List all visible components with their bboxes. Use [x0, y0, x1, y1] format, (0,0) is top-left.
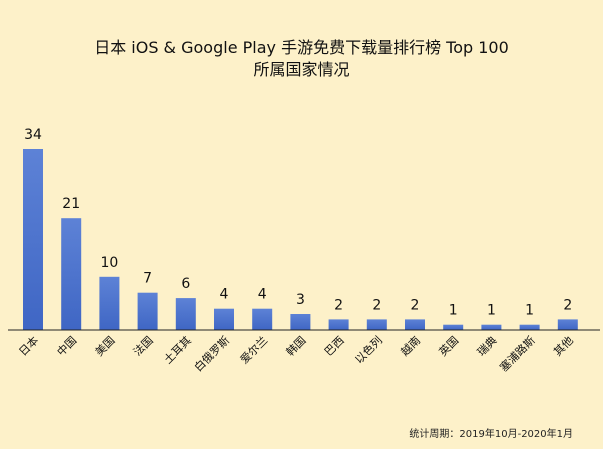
value-label-10: 2: [411, 297, 420, 313]
value-label-12: 1: [487, 303, 496, 319]
bars-group: [23, 149, 578, 330]
bar-6: [252, 308, 273, 330]
bar-3: [137, 292, 158, 330]
tick-label-10: 越南: [398, 333, 423, 358]
bar-9: [366, 319, 387, 330]
value-label-11: 1: [449, 303, 458, 319]
tick-label-0: 日本: [16, 333, 41, 358]
bar-4: [175, 298, 196, 330]
bar-5: [214, 308, 234, 330]
bar-12: [481, 324, 502, 330]
value-label-5: 4: [220, 287, 229, 303]
bar-7: [290, 314, 311, 330]
value-label-14: 2: [563, 297, 572, 313]
tick-label-9: 以色列: [352, 333, 385, 366]
bar-14: [557, 319, 578, 330]
value-label-1: 21: [62, 196, 80, 212]
bar-1: [61, 218, 82, 330]
bar-10: [405, 319, 425, 330]
tick-label-11: 英国: [436, 333, 461, 358]
bar-11: [443, 324, 464, 330]
value-label-0: 34: [24, 127, 42, 143]
value-label-9: 2: [372, 297, 381, 313]
value-label-6: 4: [258, 287, 267, 303]
value-label-2: 10: [100, 255, 118, 271]
value-label-7: 3: [296, 292, 305, 308]
tick-label-7: 韩国: [283, 333, 308, 358]
footnote: 统计周期：2019年10月-2020年1月: [409, 429, 573, 440]
chart-title: 日本 iOS & Google Play 手游免费下载量排行榜 Top 100: [94, 38, 509, 57]
tick-label-13: 塞浦路斯: [497, 333, 538, 374]
bar-2: [99, 276, 120, 330]
tick-label-4: 土耳其: [161, 334, 194, 367]
tick-label-12: 瑞典: [474, 333, 499, 358]
tick-label-6: 爱尔兰: [238, 334, 271, 367]
value-label-13: 1: [525, 303, 534, 319]
value-label-4: 6: [181, 276, 190, 292]
bar-13: [519, 324, 540, 330]
bar-0: [23, 149, 43, 330]
bar-8: [328, 319, 349, 330]
chart-subtitle: 所属国家情况: [253, 60, 350, 79]
tick-label-1: 中国: [55, 334, 80, 359]
tick-label-14: 其他: [551, 334, 576, 359]
tick-label-2: 美国: [93, 334, 118, 359]
value-label-3: 7: [143, 271, 152, 287]
tick-label-3: 法国: [130, 333, 155, 358]
value-label-8: 2: [334, 297, 343, 313]
tick-label-5: 白俄罗斯: [191, 333, 232, 374]
tick-label-8: 巴西: [322, 334, 347, 359]
